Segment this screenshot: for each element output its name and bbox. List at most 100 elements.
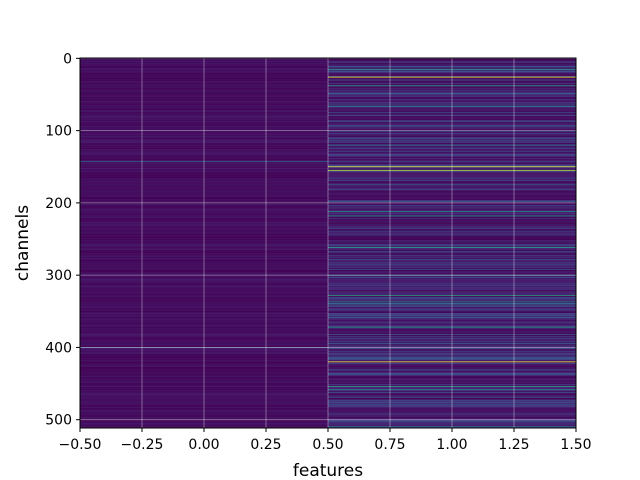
heatmap-cell	[328, 210, 577, 212]
heatmap-cell	[328, 172, 577, 174]
heatmap-cell	[328, 312, 577, 314]
heatmap-cell	[80, 395, 329, 397]
heatmap-cell	[328, 72, 577, 74]
heatmap-cell	[80, 118, 329, 120]
heatmap-cell	[328, 315, 577, 318]
heatmap-cell	[328, 86, 577, 88]
heatmap-cell	[328, 89, 577, 91]
heatmap-cell	[80, 279, 329, 281]
heatmap-cell	[80, 379, 329, 381]
heatmap-cell	[328, 356, 577, 358]
heatmap-cell	[80, 229, 329, 231]
y-tick-label: 200	[45, 196, 72, 212]
heatmap-cell	[80, 75, 329, 77]
heatmap-cell	[80, 359, 329, 361]
heatmap-cell	[328, 94, 577, 96]
heatmap-cell	[328, 99, 577, 101]
heatmap-cell	[80, 176, 329, 178]
heatmap-cell	[80, 417, 329, 419]
heatmap-cell	[80, 224, 329, 227]
heatmap-cell	[328, 385, 577, 387]
heatmap-cell	[328, 198, 577, 200]
heatmap-cell	[80, 357, 329, 359]
heatmap-cell	[80, 194, 329, 196]
heatmap-cell	[80, 275, 329, 277]
heatmap-cell	[328, 199, 577, 201]
heatmap-cell	[328, 73, 577, 75]
heatmap-cell	[328, 76, 577, 78]
heatmap-cell	[80, 360, 329, 362]
heatmap-cell	[80, 206, 329, 208]
heatmap-cell	[80, 414, 329, 417]
heatmap-cell	[80, 256, 329, 258]
heatmap-cell	[80, 183, 329, 185]
heatmap-cell	[328, 329, 577, 331]
heatmap-cell	[328, 309, 577, 311]
heatmap-cell	[80, 89, 329, 91]
heatmap-cell	[328, 357, 577, 359]
heatmap-cell	[328, 290, 577, 292]
heatmap-cell	[80, 67, 329, 69]
heatmap-cell	[328, 201, 577, 203]
heatmap-cell	[80, 344, 329, 346]
heatmap-cell	[328, 141, 577, 143]
heatmap-cell	[328, 417, 577, 419]
heatmap-cell	[80, 219, 329, 221]
heatmap-cell	[80, 78, 329, 81]
heatmap-cell	[328, 277, 577, 279]
heatmap-cell	[80, 80, 329, 82]
heatmap-cell	[80, 401, 329, 403]
heatmap-cell	[328, 310, 577, 313]
heatmap-cell	[328, 403, 577, 405]
heatmap-cell	[328, 167, 577, 169]
heatmap-cell	[80, 334, 329, 336]
heatmap-cell	[328, 350, 577, 352]
heatmap-cell	[328, 324, 577, 326]
heatmap-cell	[328, 382, 577, 384]
heatmap-cell	[80, 320, 329, 322]
heatmap-cell	[80, 418, 329, 420]
heatmap-cell	[80, 365, 329, 367]
heatmap-cell	[80, 64, 329, 66]
heatmap-cell	[328, 136, 577, 138]
heatmap-cell	[328, 391, 577, 393]
heatmap-cell	[328, 233, 577, 235]
heatmap-cell	[80, 170, 329, 172]
heatmap-cell	[80, 252, 329, 254]
heatmap-cell	[328, 162, 577, 164]
heatmap-cell	[328, 261, 577, 263]
x-tick-label: 0.25	[250, 437, 281, 453]
heatmap-cell	[328, 133, 577, 135]
heatmap-cell	[328, 284, 577, 286]
heatmap-cell	[328, 96, 577, 98]
heatmap-cell	[80, 149, 329, 151]
heatmap-cell	[328, 308, 577, 310]
heatmap-cell	[328, 400, 577, 402]
heatmap-cell	[328, 256, 577, 258]
heatmap-cell	[80, 150, 329, 152]
heatmap-cell	[80, 324, 329, 326]
heatmap-cell	[328, 156, 577, 158]
heatmap-cell	[80, 65, 329, 68]
heatmap-cell	[328, 397, 577, 399]
heatmap-cell	[328, 369, 577, 371]
heatmap-cell	[328, 379, 577, 381]
heatmap-cell	[80, 368, 329, 370]
heatmap-cell	[328, 272, 577, 274]
heatmap-cell	[328, 229, 577, 231]
heatmap-cell	[328, 207, 577, 209]
heatmap-cell	[80, 197, 329, 199]
heatmap-cell	[80, 307, 329, 309]
heatmap-cell	[80, 269, 329, 271]
heatmap-cell	[328, 170, 577, 172]
heatmap-cell	[80, 66, 329, 68]
heatmap-cell	[328, 267, 577, 269]
heatmap-cell	[80, 59, 329, 61]
heatmap-cell	[80, 396, 329, 398]
heatmap-cell	[80, 412, 329, 414]
heatmap-cell	[80, 404, 329, 406]
heatmap-cell	[80, 124, 329, 126]
heatmap-cell	[328, 283, 577, 285]
heatmap-cell	[328, 269, 577, 271]
heatmap-cell	[328, 236, 577, 238]
